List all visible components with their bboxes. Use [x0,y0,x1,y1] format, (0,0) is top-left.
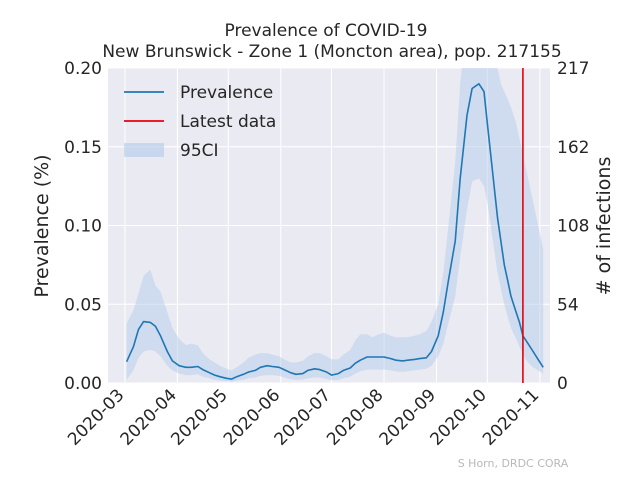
legend-label-ci: 95CI [180,141,219,161]
legend: Prevalence Latest data 95CI [124,83,276,161]
chart-title: Prevalence of COVID-19 [225,21,428,41]
grid-lines [108,67,550,384]
legend-label-latest: Latest data [180,112,276,132]
y-axis-right: 0 54 108 162 217 [557,59,589,394]
legend-label-prevalence: Prevalence [180,83,273,103]
y-tick-label-right: 0 [557,374,568,394]
x-tick-label: 2020-08 [323,385,387,449]
y-axis-label-right: # of infections [593,157,615,296]
prevalence-line [125,83,544,380]
x-tick-label: 2020-07 [271,385,335,449]
y-tick-label: 0.05 [64,295,102,315]
y-tick-label: 0.00 [64,374,102,394]
y-tick-label: 0.10 [64,217,102,237]
y-tick-label-right: 54 [557,295,579,315]
author-credit: S Horn, DRDC CORA [458,457,569,470]
y-axis-label: Prevalence (%) [31,154,53,297]
x-tick-label: 2020-03 [64,385,128,449]
y-axis-left: 0.00 0.05 0.10 0.15 0.20 [64,59,102,394]
legend-swatch-ci [124,143,164,157]
ci-band [126,68,544,382]
y-tick-label: 0.15 [64,138,102,158]
x-tick-label: 2020-11 [479,385,543,449]
x-axis: 2020-032020-042020-052020-062020-072020-… [64,385,543,449]
y-tick-label-right: 162 [557,138,589,158]
y-tick-label-right: 217 [557,59,589,79]
y-tick-label: 0.20 [64,59,102,79]
x-tick-label: 2020-05 [167,385,231,449]
x-tick-label: 2020-10 [427,385,491,449]
y-tick-label-right: 108 [557,217,589,237]
chart-subtitle: New Brunswick - Zone 1 (Moncton area), p… [102,42,561,62]
